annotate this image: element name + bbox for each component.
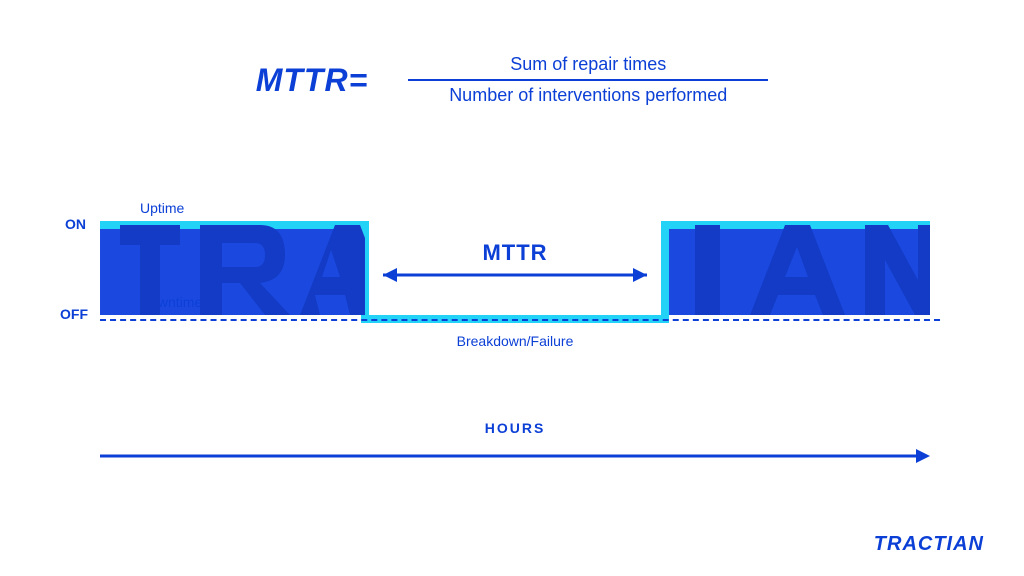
on-label: ON xyxy=(65,216,86,232)
x-axis: HOURS xyxy=(100,420,930,471)
off-label: OFF xyxy=(60,306,88,322)
formula-fraction: Sum of repair times Number of interventi… xyxy=(408,50,768,110)
hours-label: HOURS xyxy=(100,420,930,436)
formula-denominator: Number of interventions performed xyxy=(449,81,727,110)
formula-numerator: Sum of repair times xyxy=(510,50,666,79)
formula: MTTR= Sum of repair times Number of inte… xyxy=(0,50,1024,110)
formula-lhs: MTTR= xyxy=(256,62,369,99)
breakdown-label: Breakdown/Failure xyxy=(415,333,615,349)
brand-watermark xyxy=(100,225,930,315)
state-diagram: ON OFF Uptime Downtime MTTR Breakdown/Fa… xyxy=(100,200,930,370)
brand-logo: TRACTIAN xyxy=(874,533,984,556)
hours-arrow xyxy=(100,446,930,466)
